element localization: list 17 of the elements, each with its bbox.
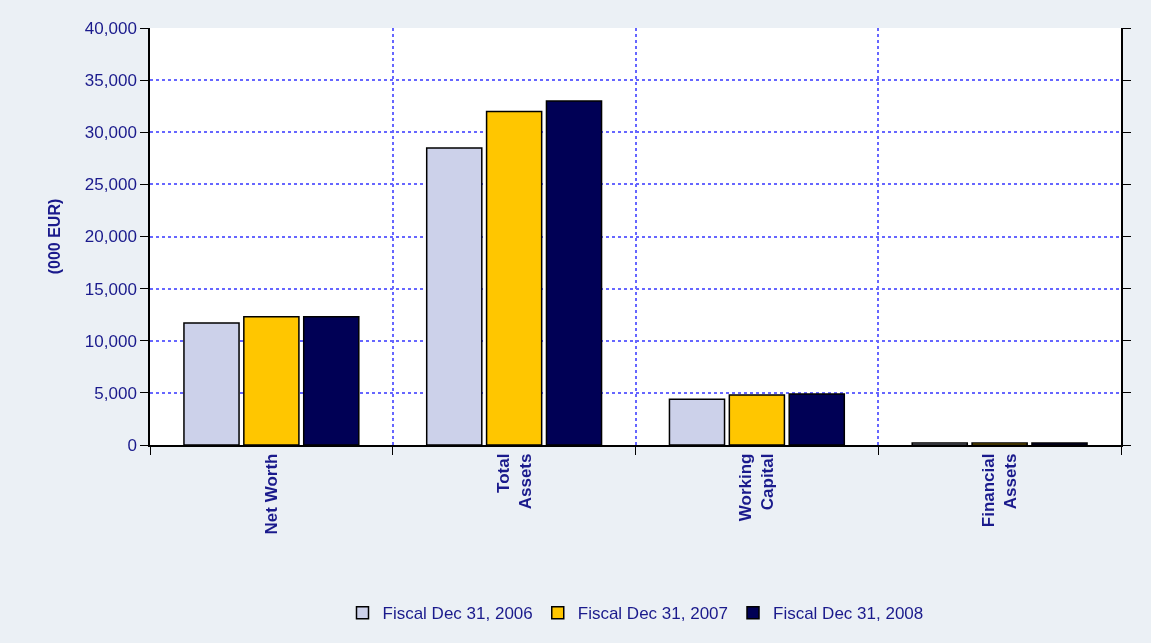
y-tick-label: 5,000 xyxy=(94,383,137,403)
y-tick-label: 40,000 xyxy=(84,18,137,38)
y-axis-title: (000 EUR) xyxy=(46,198,64,275)
legend-label: Fiscal Dec 31, 2007 xyxy=(577,604,728,624)
x-tick-label: Net Worth xyxy=(261,453,281,535)
y-tick-label: 20,000 xyxy=(84,227,137,247)
x-tick-label: Total Assets xyxy=(493,453,535,510)
y-tick-label: 0 xyxy=(127,435,137,455)
x-tick-label: Financial Assets xyxy=(979,453,1021,528)
legend-label: Fiscal Dec 31, 2006 xyxy=(382,604,533,624)
y-tick-label: 10,000 xyxy=(84,331,137,351)
legend-label: Fiscal Dec 31, 2008 xyxy=(773,604,924,624)
y-tick-label: 35,000 xyxy=(84,71,137,91)
y-tick-label: 25,000 xyxy=(84,175,137,195)
y-tick-label: 30,000 xyxy=(84,123,137,143)
x-tick-label: Working Capital xyxy=(736,453,778,522)
y-tick-label: 15,000 xyxy=(84,279,137,299)
